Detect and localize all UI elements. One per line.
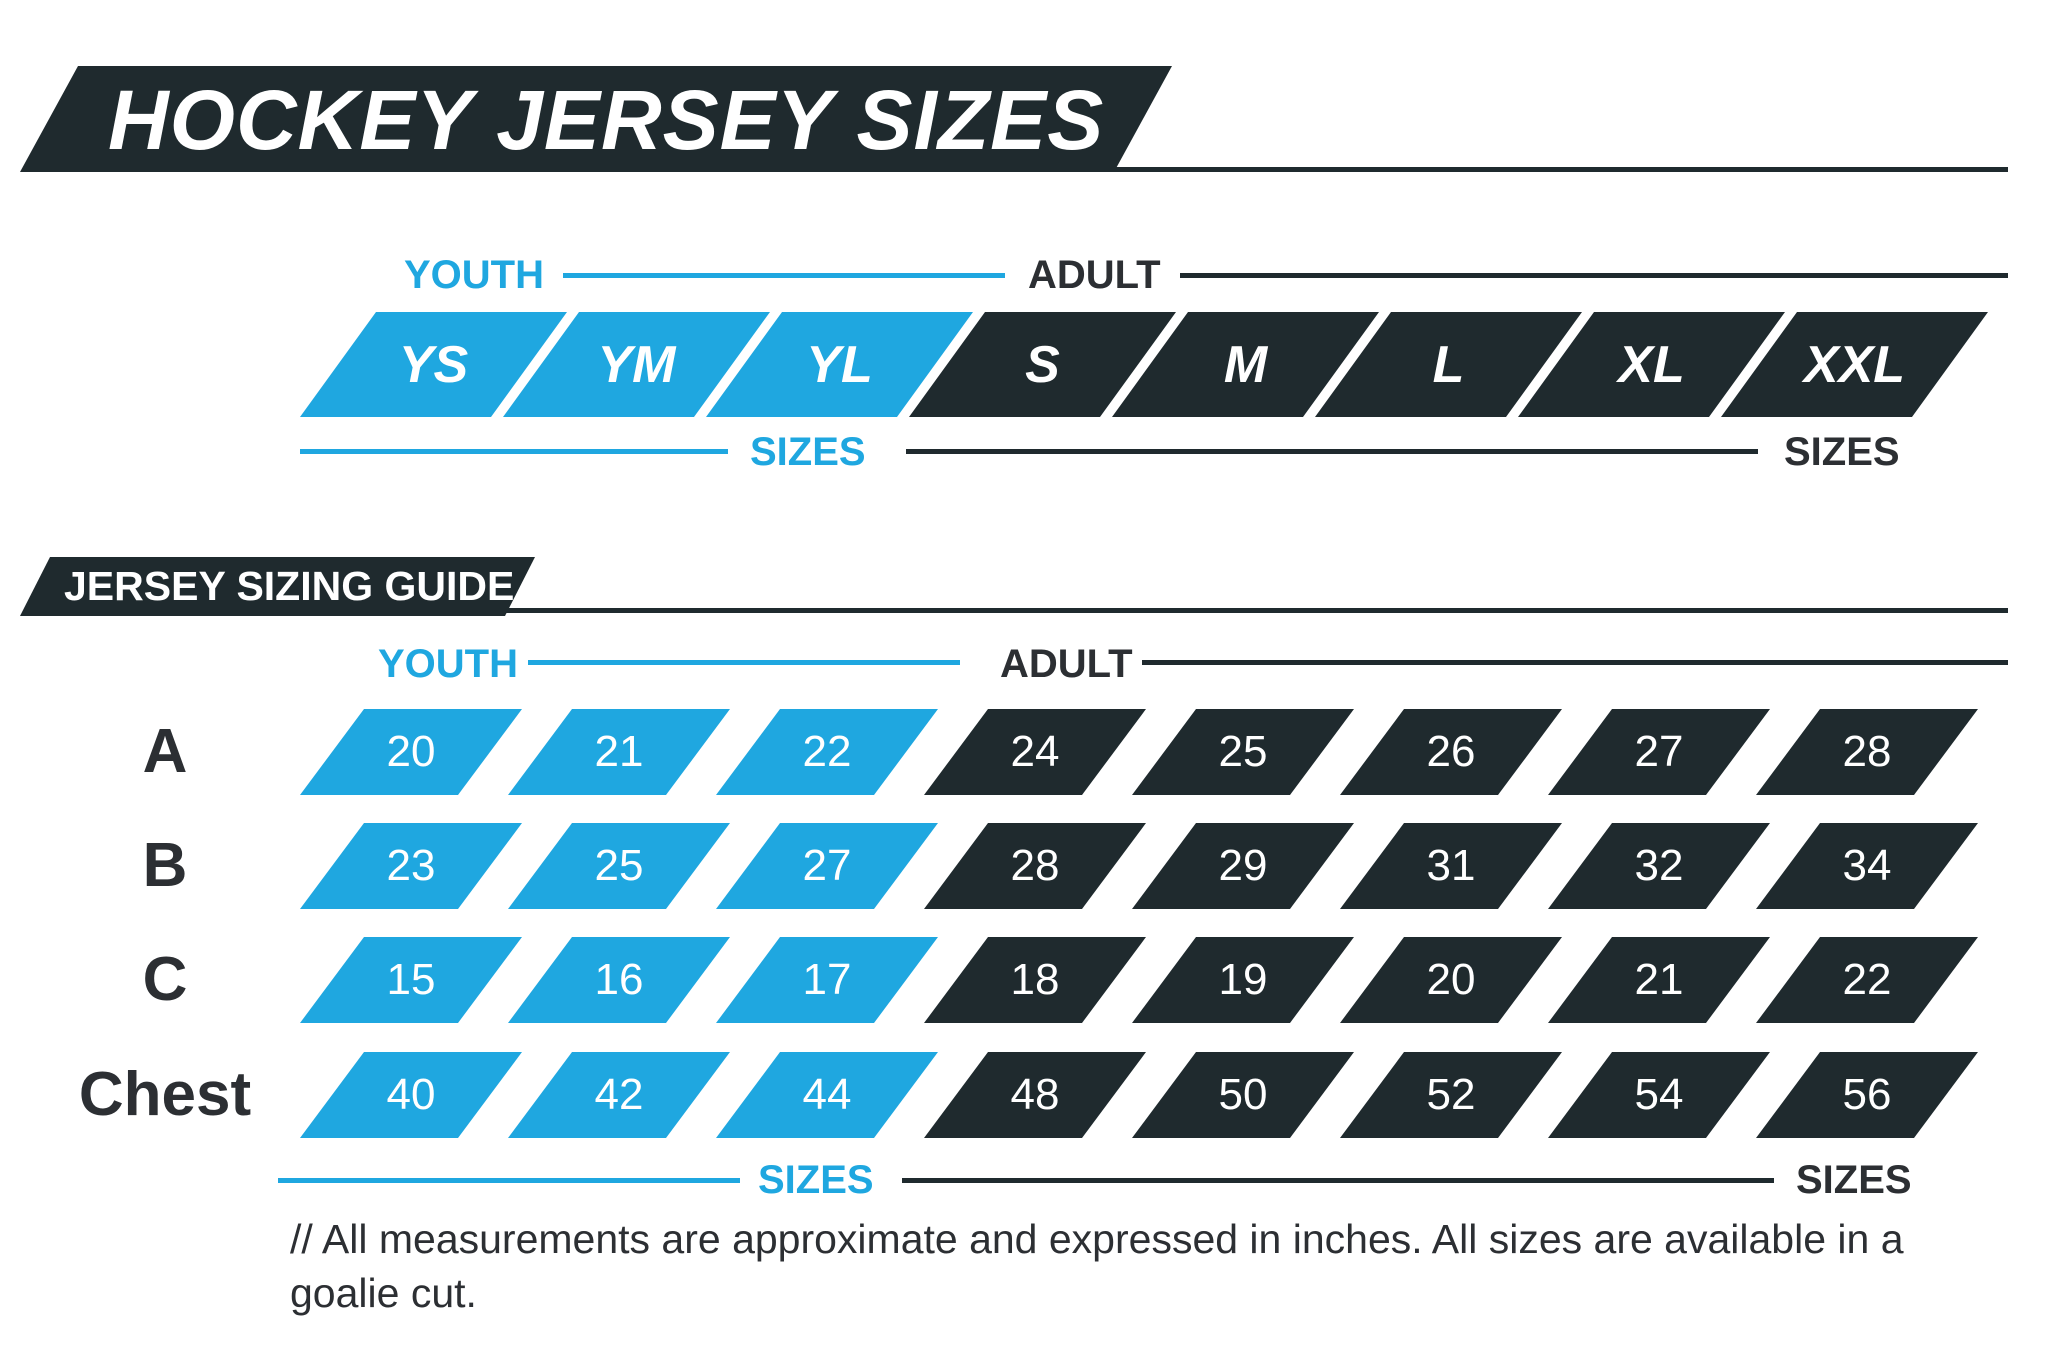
measurement-cell: 18	[924, 937, 1146, 1023]
measurement-cell: 15	[300, 937, 522, 1023]
measurement-cell: 52	[1340, 1052, 1562, 1138]
youth-label: YOUTH	[404, 253, 544, 297]
guide-adult-line	[1142, 660, 2008, 665]
measurement-cell: 28	[1756, 709, 1978, 795]
row-label-a: A	[142, 717, 188, 786]
measurement-cell: 24	[924, 709, 1146, 795]
row-label-chest: Chest	[78, 1060, 252, 1129]
youth-line	[563, 273, 1005, 278]
footnote: // All measurements are approximate and …	[290, 1216, 1904, 1316]
measurement-cell: 16	[508, 937, 730, 1023]
adult-sizes-label: SIZES	[1784, 430, 1900, 474]
guide-youth-line	[528, 660, 960, 665]
adult-sizes-line	[906, 449, 1758, 454]
measurement-cell: 50	[1132, 1052, 1354, 1138]
measurement-cell: 48	[924, 1052, 1146, 1138]
guide-youth-sizes-line	[278, 1178, 740, 1183]
measurement-cell: 54	[1548, 1052, 1770, 1138]
measurement-cell: 21	[508, 709, 730, 795]
measurement-cell: 26	[1340, 709, 1562, 795]
title-rule	[1110, 167, 2008, 172]
measurement-cell: 42	[508, 1052, 730, 1138]
measurement-cell: 44	[716, 1052, 938, 1138]
measurement-cell: 32	[1548, 823, 1770, 909]
measurement-cell: 31	[1340, 823, 1562, 909]
youth-sizes-label: SIZES	[750, 430, 866, 474]
measurement-cell: 22	[1756, 937, 1978, 1023]
measurement-cell: 40	[300, 1052, 522, 1138]
adult-label: ADULT	[1028, 253, 1161, 297]
row-label-c: C	[142, 945, 188, 1014]
measurement-cell: 25	[1132, 709, 1354, 795]
page-title: HOCKEY JERSEY SIZES	[108, 73, 1105, 167]
guide-adult-sizes-label: SIZES	[1796, 1158, 1912, 1202]
measurement-cell: 28	[924, 823, 1146, 909]
guide-banner	[20, 557, 535, 616]
row-label-b: B	[142, 831, 188, 900]
measurement-cell: 22	[716, 709, 938, 795]
measurement-cell: 34	[1756, 823, 1978, 909]
measurement-cell: 21	[1548, 937, 1770, 1023]
measurement-cell: 25	[508, 823, 730, 909]
measurement-cell: 17	[716, 937, 938, 1023]
measurement-cell: 56	[1756, 1052, 1978, 1138]
guide-adult-label: ADULT	[1000, 642, 1133, 686]
measurement-cell: 27	[716, 823, 938, 909]
measurement-cell: 29	[1132, 823, 1354, 909]
measurement-cell: 20	[1340, 937, 1562, 1023]
guide-adult-sizes-line	[902, 1178, 1774, 1183]
measurement-cell: 20	[300, 709, 522, 795]
title-banner	[20, 66, 1172, 172]
guide-rule	[500, 608, 2008, 613]
measurement-cell: 27	[1548, 709, 1770, 795]
guide-youth-label: YOUTH	[378, 642, 518, 686]
measurement-cell: 23	[300, 823, 522, 909]
guide-youth-sizes-label: SIZES	[758, 1158, 874, 1202]
guide-title: JERSEY SIZING GUIDE	[64, 563, 515, 609]
youth-sizes-line	[300, 449, 728, 454]
measurement-cell: 19	[1132, 937, 1354, 1023]
adult-line	[1180, 273, 2008, 278]
